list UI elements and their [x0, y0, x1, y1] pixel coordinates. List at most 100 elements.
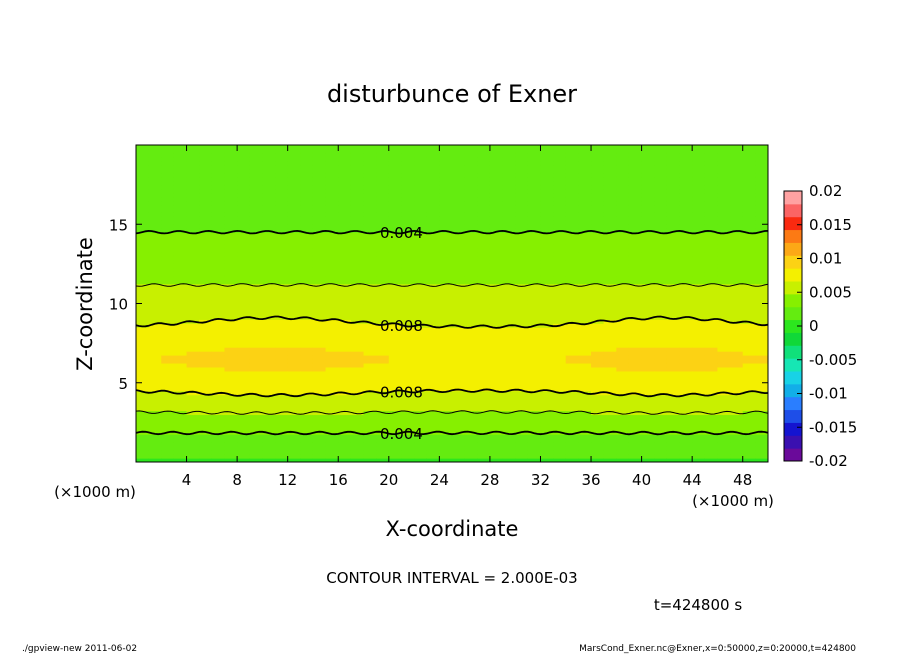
field-cell — [452, 438, 466, 443]
field-cell — [527, 164, 542, 170]
field-cell — [692, 355, 706, 360]
field-cell — [464, 331, 478, 336]
field-cell — [527, 291, 542, 297]
field-cell — [275, 216, 289, 221]
field-cell — [477, 259, 491, 265]
field-cell — [704, 446, 719, 451]
field-cell — [237, 180, 251, 186]
field-cell — [287, 398, 301, 404]
field-cell — [224, 394, 238, 400]
field-cell — [224, 275, 238, 281]
field-cell — [489, 184, 504, 190]
field-cell — [489, 148, 504, 154]
field-cell — [477, 255, 491, 261]
field-cell — [628, 248, 643, 253]
field-cell — [401, 255, 415, 261]
field-cell — [199, 220, 213, 225]
field-cell — [679, 240, 693, 245]
field-cell — [312, 351, 327, 356]
field-cell — [502, 311, 516, 316]
field-cell — [224, 311, 238, 316]
field-cell — [692, 382, 706, 388]
field-cell — [173, 378, 188, 384]
field-cell — [717, 303, 731, 309]
field-cell — [161, 378, 175, 384]
field-cell — [452, 355, 466, 360]
field-cell — [426, 438, 440, 443]
field-cell — [603, 422, 617, 427]
field-cell — [136, 339, 150, 344]
field-cell — [591, 188, 605, 194]
field-cell — [641, 184, 655, 190]
field-cell — [300, 402, 314, 408]
field-cell — [666, 458, 681, 462]
field-cell — [730, 422, 744, 427]
field-cell — [515, 351, 529, 356]
field-cell — [527, 394, 542, 400]
field-cell — [464, 152, 478, 158]
field-cell — [439, 454, 453, 459]
field-cell — [199, 303, 213, 309]
field-cell — [591, 378, 605, 384]
field-cell — [325, 386, 339, 392]
field-cell — [300, 200, 314, 206]
field-cell — [666, 442, 681, 447]
field-cell — [666, 244, 681, 249]
field-cell — [742, 450, 756, 455]
field-cell — [237, 236, 251, 241]
field-cell — [464, 370, 478, 376]
field-cell — [527, 248, 542, 253]
field-cell — [464, 394, 478, 400]
field-cell — [363, 224, 377, 229]
field-cell — [565, 303, 579, 309]
field-cell — [275, 339, 289, 344]
field-cell — [452, 248, 466, 253]
field-cell — [692, 339, 706, 344]
field-cell — [312, 184, 327, 190]
field-cell — [300, 255, 314, 261]
field-cell — [350, 343, 365, 348]
field-cell — [553, 236, 567, 241]
field-cell — [679, 232, 693, 237]
field-cell — [730, 331, 744, 336]
field-cell — [565, 168, 579, 174]
field-cell — [136, 180, 150, 186]
field-cell — [565, 244, 579, 249]
field-cell — [527, 311, 542, 316]
field-cell — [199, 335, 213, 340]
field-cell — [704, 434, 719, 439]
field-cell — [742, 220, 756, 225]
field-cell — [591, 454, 605, 459]
field-cell — [186, 426, 200, 431]
field-cell — [300, 394, 314, 400]
field-cell — [325, 390, 339, 396]
field-cell — [578, 418, 592, 423]
field-cell — [477, 319, 491, 324]
field-cell — [628, 323, 643, 328]
field-cell — [249, 192, 263, 198]
field-cell — [338, 232, 352, 237]
field-cell — [489, 331, 504, 336]
field-cell — [666, 323, 681, 328]
field-cell — [376, 351, 390, 356]
field-cell — [578, 188, 592, 194]
field-cell — [730, 378, 744, 384]
field-cell — [312, 176, 327, 182]
field-cell — [249, 406, 263, 412]
field-cell — [136, 275, 150, 281]
field-cell — [262, 339, 276, 344]
field-cell — [578, 224, 592, 229]
field-cell — [325, 438, 339, 443]
field-cell — [515, 331, 529, 336]
field-cell — [540, 366, 554, 372]
field-cell — [439, 156, 453, 162]
contour-lines — [136, 229, 768, 436]
field-cell — [287, 176, 301, 182]
field-cell — [325, 259, 339, 265]
field-cell — [616, 248, 630, 253]
field-cell — [616, 240, 630, 245]
field-cell — [489, 303, 504, 309]
field-cell — [224, 343, 238, 348]
field-cell — [591, 386, 605, 392]
field-cell — [591, 263, 605, 269]
